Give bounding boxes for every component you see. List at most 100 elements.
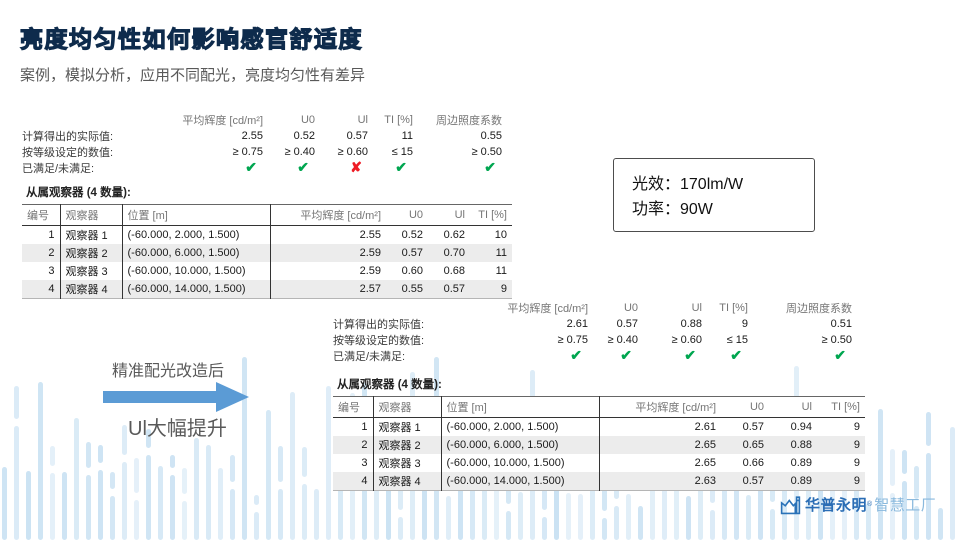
bg-bar — [194, 438, 199, 540]
bg-bar — [542, 517, 547, 540]
bg-bar — [902, 480, 907, 540]
observer-cell: 2.57 — [270, 280, 386, 299]
observer-table-title: 从属观察器 (4 数量): — [337, 379, 442, 391]
bg-bar — [158, 465, 163, 540]
observer-cell: 9 — [817, 472, 865, 491]
summary-value: ≥ 0.50 — [471, 146, 502, 158]
bg-bar — [2, 467, 7, 540]
observer-cell: 9 — [853, 457, 860, 469]
summary-row-label: 已满足/未满足: — [333, 351, 406, 363]
summary-value: ≥ 0.75 — [232, 146, 263, 158]
transition-label-bottom: Ul大幅提升 — [128, 418, 227, 440]
bg-bar — [710, 510, 715, 540]
bg-bar — [302, 483, 307, 540]
bg-bar — [614, 505, 619, 540]
summary-table-before: 平均辉度 [cd/m²] U0 Ul TI [%] 周边照度系数 计算得出的实际值: 2.5… — [22, 112, 502, 176]
observer-cell: (-60.000, 14.000, 1.500) — [122, 280, 271, 299]
observer-table-before: 从属观察器 (4 数量): 编号 观察器 位置 [m] 平均辉度 [cd/m²] U0 U… — [22, 184, 512, 299]
bg-bar — [50, 446, 55, 466]
bg-bar — [86, 441, 91, 468]
bg-bar — [770, 509, 775, 540]
bg-bar — [494, 452, 499, 540]
bg-bar — [578, 493, 583, 540]
summary-value: 0.51 — [830, 318, 852, 330]
bg-bar — [782, 442, 787, 540]
bg-bar — [50, 472, 55, 540]
bg-bar — [398, 474, 403, 510]
summary-row-label: 已满足/未满足: — [22, 163, 95, 175]
bg-bar — [902, 450, 907, 474]
bg-bar — [386, 465, 391, 540]
luminaire-spec-box: 光效：170lm/W 功率：90W — [613, 158, 815, 232]
observer-cell: 观察器 4 — [60, 280, 123, 299]
summary-row: 按等级设定的数值: ≥ 0.75 ≥ 0.40 ≥ 0.60 ≤ 15 ≥ 0.50 — [22, 144, 502, 160]
summary-col-header: U0 — [623, 302, 638, 314]
bg-bar — [110, 496, 115, 540]
observer-row: 2 观察器 2 (-60.000, 6.000, 1.500) 2.65 0.65 0.8… — [333, 436, 865, 454]
observer-row: 1 观察器 1 (-60.000, 2.000, 1.500) 2.55 0.52 0.6… — [22, 225, 512, 244]
observer-col-header: U0 — [721, 396, 769, 418]
bg-bar — [134, 499, 139, 540]
summary-value: 0.88 — [680, 318, 702, 330]
summary-row-label: 计算得出的实际值: — [333, 319, 425, 331]
summary-col-header: 平均辉度 [cd/m²] — [507, 303, 588, 315]
observer-row: 3 观察器 3 (-60.000, 10.000, 1.500) 2.59 0.60 0.… — [22, 262, 512, 280]
observer-cell: (-60.000, 6.000, 1.500) — [441, 436, 600, 454]
summary-col-header: 周边照度系数 — [786, 303, 852, 315]
observer-cell: 0.89 — [790, 457, 812, 469]
summary-value: 9 — [741, 318, 748, 330]
bg-bar — [554, 478, 559, 540]
bg-bar — [230, 454, 235, 483]
observer-cell: 2.59 — [270, 244, 386, 262]
observer-col-header: 位置 [m] — [441, 396, 600, 418]
check-icon: ✔ — [297, 159, 309, 175]
bg-bar — [878, 409, 883, 540]
observer-col-header: 编号 — [333, 396, 374, 418]
bg-bar — [314, 488, 319, 540]
summary-status-row: 已满足/未满足: ✔ ✔ ✘ ✔ ✔ — [22, 160, 502, 176]
bg-bar — [602, 483, 607, 511]
bg-bar — [110, 472, 115, 490]
summary-status-cell: ✔ — [413, 160, 502, 176]
observer-col-header: 平均辉度 [cd/m²] — [270, 204, 386, 226]
summary-status-row: 已满足/未满足: ✔ ✔ ✔ ✔ ✔ — [333, 348, 852, 364]
bg-bar — [14, 425, 19, 540]
observer-header-row: 编号 观察器 位置 [m] 平均辉度 [cd/m²] U0 Ul TI [%] — [333, 396, 865, 418]
bg-bar — [674, 444, 679, 540]
summary-value: ≥ 0.60 — [671, 334, 702, 346]
observer-cell: 0.70 — [428, 244, 470, 262]
observer-cell: 观察器 4 — [373, 472, 442, 491]
summary-col-header: 周边照度系数 — [436, 115, 502, 127]
cross-icon: ✘ — [350, 159, 362, 175]
observer-cell: 0.65 — [721, 436, 769, 454]
bg-bar — [602, 517, 607, 540]
observer-cell: 3 — [333, 454, 374, 472]
observer-col-header: 位置 [m] — [122, 204, 271, 226]
bg-bar — [914, 465, 919, 499]
observer-cell: 2.55 — [359, 229, 381, 241]
bg-bar — [14, 385, 19, 419]
observer-cell: (-60.000, 10.000, 1.500) — [441, 454, 600, 472]
observer-row: 1 观察器 1 (-60.000, 2.000, 1.500) 2.61 0.57 0.9… — [333, 417, 865, 436]
summary-status-cell: ✔ — [368, 160, 413, 176]
bg-bar — [506, 511, 511, 540]
summary-status-cell: ✔ — [588, 348, 638, 364]
observer-col-header: TI [%] — [817, 396, 865, 418]
bg-bar — [302, 446, 307, 477]
observer-cell: (-60.000, 14.000, 1.500) — [441, 472, 600, 491]
observer-cell: 0.66 — [742, 457, 764, 469]
check-icon: ✔ — [684, 347, 696, 363]
bg-bar — [254, 511, 259, 540]
observer-table-title: 从属观察器 (4 数量): — [26, 187, 131, 199]
observer-cell: 0.88 — [769, 436, 817, 454]
check-icon: ✔ — [834, 347, 846, 363]
bg-bar — [26, 470, 31, 540]
observer-cell: (-60.000, 6.000, 1.500) — [122, 244, 271, 262]
right-arrow-icon — [103, 382, 249, 412]
bg-bar — [542, 477, 547, 511]
spec-power: 功率：90W — [632, 201, 713, 218]
bg-bar — [758, 479, 763, 540]
check-icon: ✔ — [730, 347, 742, 363]
bg-bar — [122, 425, 127, 455]
summary-status-cell: ✘ — [315, 160, 368, 176]
